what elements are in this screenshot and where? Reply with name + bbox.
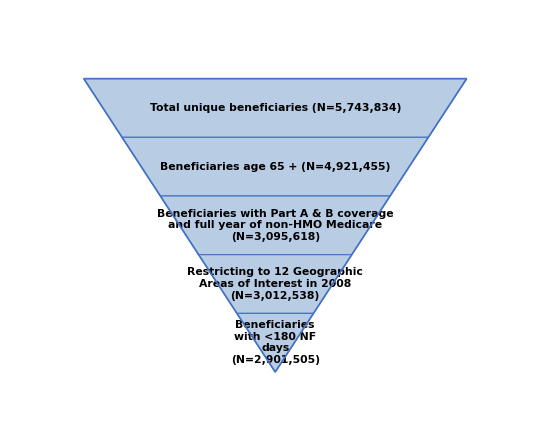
Text: Beneficiaries age 65 + (N=4,921,455): Beneficiaries age 65 + (N=4,921,455) <box>160 162 390 171</box>
Polygon shape <box>237 313 314 372</box>
Polygon shape <box>122 137 429 196</box>
Text: Beneficiaries
with <180 NF
days
(N=2,901,505): Beneficiaries with <180 NF days (N=2,901… <box>231 320 320 365</box>
Polygon shape <box>161 196 390 255</box>
Polygon shape <box>199 255 352 313</box>
Text: Restricting to 12 Geographic
Areas of Interest in 2008
(N=3,012,538): Restricting to 12 Geographic Areas of In… <box>187 268 363 301</box>
Text: Beneficiaries with Part A & B coverage
and full year of non-HMO Medicare
(N=3,09: Beneficiaries with Part A & B coverage a… <box>157 209 394 242</box>
Text: Total unique beneficiaries (N=5,743,834): Total unique beneficiaries (N=5,743,834) <box>149 103 401 113</box>
Polygon shape <box>84 79 467 137</box>
